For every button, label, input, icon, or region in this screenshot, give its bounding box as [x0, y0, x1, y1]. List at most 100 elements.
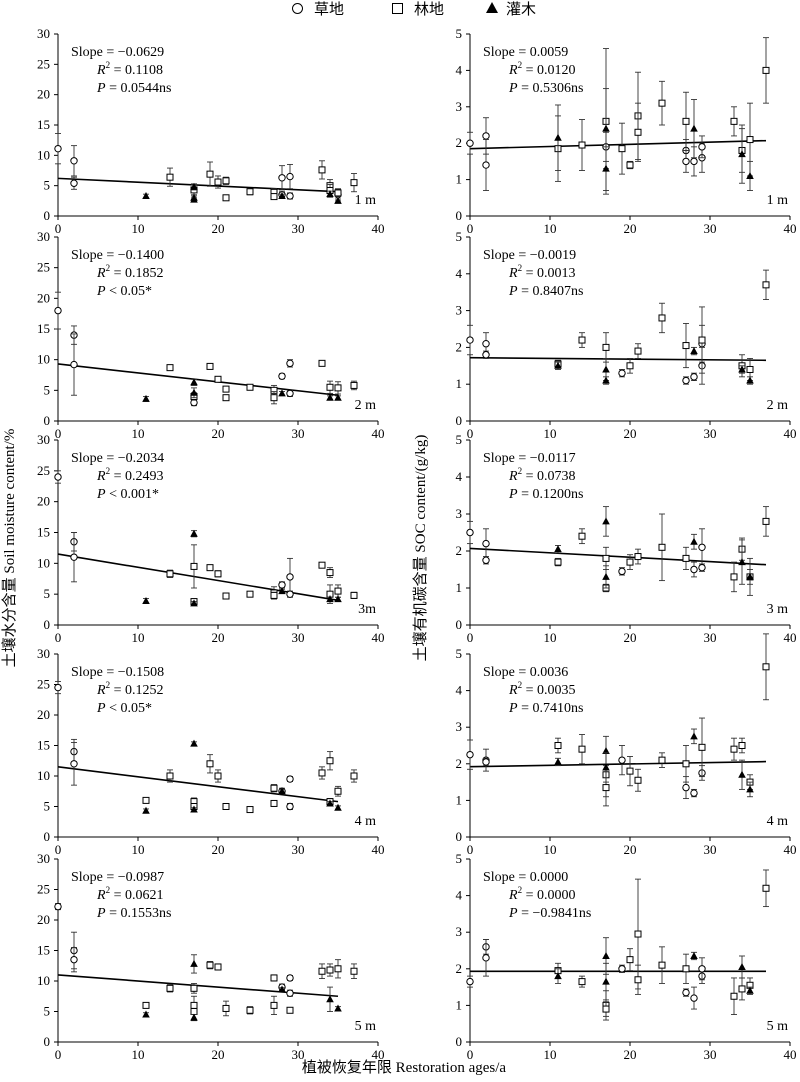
data-point-square [634, 776, 642, 784]
data-point-square [626, 161, 634, 169]
stat-p: P = 0.7410ns [508, 701, 583, 716]
data-point-square [214, 772, 222, 780]
data-point-circle [286, 172, 294, 181]
x-tick-label: 30 [292, 1047, 305, 1062]
data-point-circle [682, 988, 690, 997]
data-point-triangle [278, 787, 286, 795]
data-point-circle [698, 965, 706, 973]
data-point-square [270, 193, 278, 201]
data-point-square [658, 543, 666, 551]
stat-p: P = 0.0544ns [96, 81, 171, 96]
data-point-square [334, 787, 342, 795]
data-point-circle [682, 376, 690, 385]
data-point-circle [682, 157, 690, 166]
data-point-square [206, 564, 214, 572]
data-point-square [222, 592, 230, 600]
data-point-square [222, 177, 230, 185]
x-tick-label: 40 [372, 426, 385, 441]
data-point-circle [70, 179, 78, 187]
x-tick-label: 0 [467, 426, 474, 441]
data-point-triangle [278, 587, 286, 595]
legend-label-forest: 林地 [414, 2, 445, 18]
data-point-triangle [554, 133, 562, 141]
data-point-circle [698, 543, 706, 551]
data-point-square [350, 381, 358, 389]
y-tick-label: 30 [37, 26, 50, 41]
data-point-circle [690, 994, 698, 1002]
stat-slope: Slope = −0.0019 [483, 248, 576, 263]
data-point-square [142, 1001, 150, 1009]
y-tick-label: 25 [37, 882, 50, 897]
data-point-square [334, 587, 342, 595]
y-tick-label: 3 [456, 303, 463, 318]
data-point-circle [682, 783, 690, 792]
x-tick-label: 20 [212, 426, 225, 441]
data-point-circle [466, 528, 474, 537]
data-point-square [554, 742, 562, 749]
legend-circle-icon [292, 3, 303, 14]
depth-label: 5 m [355, 1019, 377, 1034]
data-point-triangle [738, 558, 746, 566]
data-point-square [762, 884, 770, 892]
data-point-circle [286, 802, 294, 811]
data-point-square [214, 963, 222, 971]
data-point-square [334, 189, 342, 197]
data-point-circle [482, 161, 490, 169]
data-point-square [206, 170, 214, 178]
legend-square-icon [392, 3, 403, 14]
data-point-square [326, 966, 334, 974]
y-tick-label: 5 [456, 26, 463, 41]
data-point-square [350, 967, 358, 975]
y-tick-label: 5 [456, 229, 463, 244]
data-point-triangle [602, 977, 610, 985]
data-point-square [578, 336, 586, 344]
x-tick-label: 40 [372, 630, 385, 645]
data-point-triangle [326, 799, 334, 807]
data-point-square [334, 384, 342, 392]
data-point-square [142, 796, 150, 804]
data-point-circle [690, 565, 698, 574]
data-point-square [658, 961, 666, 969]
data-point-square [270, 591, 278, 599]
data-point-square [618, 145, 626, 153]
data-point-square [166, 772, 174, 780]
x-tick-label: 40 [372, 842, 385, 857]
data-point-triangle [278, 191, 286, 199]
data-point-square [682, 117, 690, 125]
data-point-square [222, 394, 230, 402]
data-point-square [626, 362, 634, 370]
data-point-square [222, 1004, 230, 1012]
data-point-square [318, 769, 326, 777]
data-point-square [206, 362, 214, 370]
data-point-circle [278, 174, 286, 182]
legend-label-shrub: 灌木 [506, 2, 537, 18]
data-point-triangle [690, 347, 698, 355]
y-tick-label: 0 [44, 829, 51, 844]
data-point-circle [70, 360, 78, 369]
data-point-square [270, 784, 278, 792]
data-point-circle [482, 351, 490, 359]
data-point-square [554, 558, 562, 566]
data-point-triangle [602, 517, 610, 525]
y-tick-label: 4 [456, 469, 463, 484]
x-tick-label: 20 [212, 221, 225, 236]
x-tick-label: 30 [292, 426, 305, 441]
data-point-circle [618, 756, 626, 764]
y-tick-label: 15 [37, 738, 50, 753]
x-tick-label: 40 [784, 426, 797, 441]
stat-p: P < 0.05* [96, 284, 152, 299]
y-tick-label: 2 [456, 961, 463, 976]
data-point-square [682, 760, 690, 768]
x-tick-label: 40 [784, 842, 797, 857]
data-point-square [166, 570, 174, 578]
data-point-triangle [554, 757, 562, 765]
data-point-square [634, 128, 642, 136]
x-tick-label: 10 [132, 426, 145, 441]
y-tick-label: 5 [456, 851, 463, 866]
stat-slope: Slope = −0.2034 [71, 451, 164, 466]
x-tick-label: 20 [212, 1047, 225, 1062]
data-point-triangle [746, 986, 754, 994]
y-tick-label: 20 [37, 912, 50, 927]
y-tick-label: 2 [456, 756, 463, 771]
